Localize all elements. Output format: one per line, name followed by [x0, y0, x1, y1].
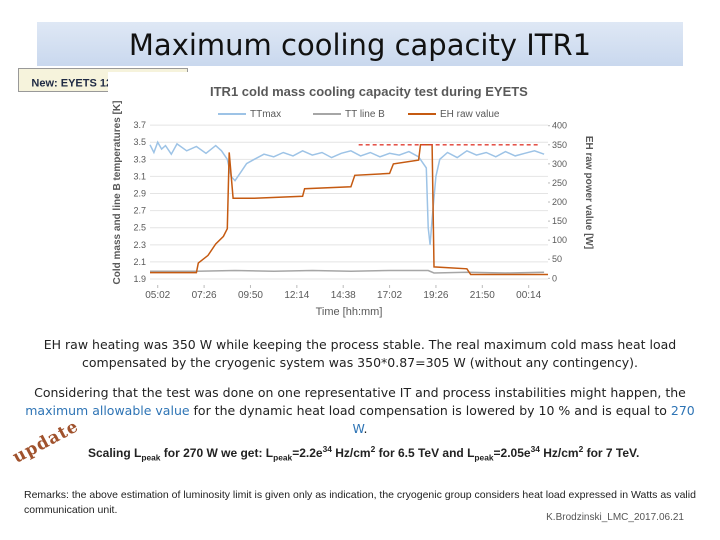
y-tick-label: 2.3 — [133, 240, 146, 250]
text-run: peak — [141, 452, 161, 463]
y-tick-label: 2.9 — [133, 189, 146, 199]
x-tick-label: 07:26 — [192, 290, 217, 301]
legend-label: TT line B — [345, 109, 385, 120]
y-tick-label: 3.1 — [133, 171, 146, 181]
series-line — [149, 140, 545, 245]
y2-tick-label: 0 — [552, 273, 557, 283]
y-tick-label: 3.5 — [133, 137, 146, 147]
text-run: 34 — [530, 444, 540, 454]
text-run: Hz/cm — [331, 446, 371, 460]
x-tick-label: 19:26 — [423, 290, 448, 301]
x-tick-label: 14:38 — [331, 290, 356, 301]
text-run: peak — [273, 452, 293, 463]
y2-tick-label: 300 — [552, 159, 567, 169]
paragraph: Considering that the test was done on on… — [20, 384, 700, 438]
x-tick-label: 12:14 — [284, 290, 309, 301]
remarks: Remarks: the above estimation of luminos… — [24, 489, 696, 516]
y2-tick-label: 400 — [552, 121, 567, 131]
y-tick-label: 2.1 — [133, 257, 146, 267]
text-run: for 6.5 TeV and L — [375, 446, 475, 460]
y2-tick-label: 200 — [552, 197, 567, 207]
text-run: peak — [474, 452, 494, 463]
y2-axis-label: EH raw power value [W] — [583, 136, 594, 249]
text-run: 2 — [578, 444, 584, 454]
x-tick-label: 09:50 — [238, 290, 263, 301]
series-line — [150, 144, 548, 276]
text-run: 270 W — [352, 403, 695, 436]
y-tick-label: 1.9 — [133, 274, 146, 284]
y2-tick-label: 250 — [552, 178, 567, 188]
x-tick-label: 00:14 — [516, 290, 541, 301]
text-run: for the dynamic heat load compensation i… — [189, 403, 671, 418]
y-tick-label: 3.3 — [133, 154, 146, 164]
text-run: for 7 TeV. — [583, 446, 640, 460]
x-tick-label: 17:02 — [377, 290, 402, 301]
text-run: . — [363, 421, 368, 436]
text-run: Hz/cm — [539, 446, 579, 460]
y2-tick-label: 150 — [552, 216, 567, 226]
y2-tick-label: 350 — [552, 140, 567, 150]
series-line — [150, 269, 545, 274]
text-run: Scaling L — [88, 446, 142, 460]
y-axis-label: Cold mass and line B temperatures [K] — [112, 101, 123, 285]
text-run: maximum allowable value — [25, 403, 190, 418]
text-run: Considering that the test was done on on… — [34, 385, 686, 400]
y-tick-label: 3.7 — [133, 120, 146, 130]
scaling-text: Scaling Lpeak for 270 W we get: Lpeak=2.… — [88, 444, 639, 462]
chart-title: ITR1 cold mass cooling capacity test dur… — [210, 84, 528, 99]
text-run: =2.2e — [292, 446, 323, 460]
text-run: =2.05e — [493, 446, 531, 460]
y2-tick-label: 50 — [552, 254, 562, 264]
legend-label: TTmax — [250, 109, 281, 120]
x-tick-label: 05:02 — [145, 290, 170, 301]
paragraph: EH raw heating was 350 W while keeping t… — [43, 337, 677, 370]
x-tick-label: 21:50 — [470, 290, 495, 301]
footer: K.Brodzinski_LMC_2017.06.21 — [546, 512, 684, 523]
y-tick-label: 2.5 — [133, 223, 146, 233]
legend-label: EH raw value — [440, 109, 500, 120]
slide-title: Maximum cooling capacity ITR1 — [37, 22, 683, 66]
y-tick-label: 2.7 — [133, 206, 146, 216]
text-run: for 270 W we get: L — [160, 446, 274, 460]
text-run: New: EYETS 12 — [31, 77, 113, 90]
y2-tick-label: 100 — [552, 235, 567, 245]
text-run: 2 — [370, 444, 376, 454]
x-axis-label: Time [hh:mm] — [316, 306, 383, 318]
text-run: 34 — [322, 444, 332, 454]
chart: ITR1 cold mass cooling capacity test dur… — [108, 72, 608, 320]
